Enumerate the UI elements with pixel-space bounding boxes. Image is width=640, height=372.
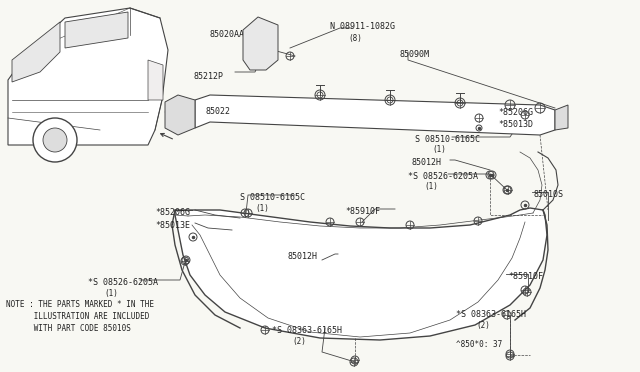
Circle shape	[33, 118, 77, 162]
Polygon shape	[165, 95, 195, 135]
Text: *85910F: *85910F	[508, 272, 543, 281]
Text: *85910F: *85910F	[345, 207, 380, 216]
Text: WITH PART CODE 85010S: WITH PART CODE 85010S	[6, 324, 131, 333]
Text: *S 08363-6165H: *S 08363-6165H	[456, 310, 526, 319]
Polygon shape	[65, 12, 128, 48]
Text: *85013E: *85013E	[155, 221, 190, 230]
Text: *S 08363-6165H: *S 08363-6165H	[272, 326, 342, 335]
Text: *85206G: *85206G	[498, 108, 533, 117]
Text: NOTE : THE PARTS MARKED * IN THE: NOTE : THE PARTS MARKED * IN THE	[6, 300, 154, 309]
Text: S 08510-6165C: S 08510-6165C	[240, 193, 305, 202]
Polygon shape	[195, 95, 555, 135]
Text: ^850*0: 37: ^850*0: 37	[456, 340, 502, 349]
Polygon shape	[175, 208, 547, 340]
Text: 85012H: 85012H	[288, 252, 318, 261]
Text: *S 08526-6205A: *S 08526-6205A	[88, 278, 158, 287]
Text: 85090M: 85090M	[400, 50, 430, 59]
Text: (2): (2)	[292, 337, 306, 346]
Polygon shape	[243, 17, 278, 70]
Text: 85010S: 85010S	[534, 190, 564, 199]
Text: 85020AA: 85020AA	[210, 30, 245, 39]
Polygon shape	[12, 22, 60, 82]
Text: ILLUSTRATION ARE INCLUDED: ILLUSTRATION ARE INCLUDED	[6, 312, 149, 321]
Text: (8): (8)	[348, 34, 362, 43]
Text: (1): (1)	[255, 204, 269, 213]
Text: *85013D: *85013D	[498, 120, 533, 129]
Text: *S 08526-6205A: *S 08526-6205A	[408, 172, 478, 181]
Polygon shape	[8, 8, 168, 145]
Text: (1): (1)	[432, 145, 446, 154]
Circle shape	[43, 128, 67, 152]
Text: N 08911-1082G: N 08911-1082G	[330, 22, 395, 31]
Text: 85022: 85022	[205, 107, 230, 116]
Text: (2): (2)	[476, 321, 490, 330]
Text: (1): (1)	[424, 182, 438, 191]
Polygon shape	[555, 105, 568, 130]
Polygon shape	[148, 60, 163, 100]
Text: S 08510-6165C: S 08510-6165C	[415, 135, 480, 144]
Text: *85206G: *85206G	[155, 208, 190, 217]
Text: 85212P: 85212P	[193, 72, 223, 81]
Text: (1): (1)	[104, 289, 118, 298]
Text: 85012H: 85012H	[412, 158, 442, 167]
